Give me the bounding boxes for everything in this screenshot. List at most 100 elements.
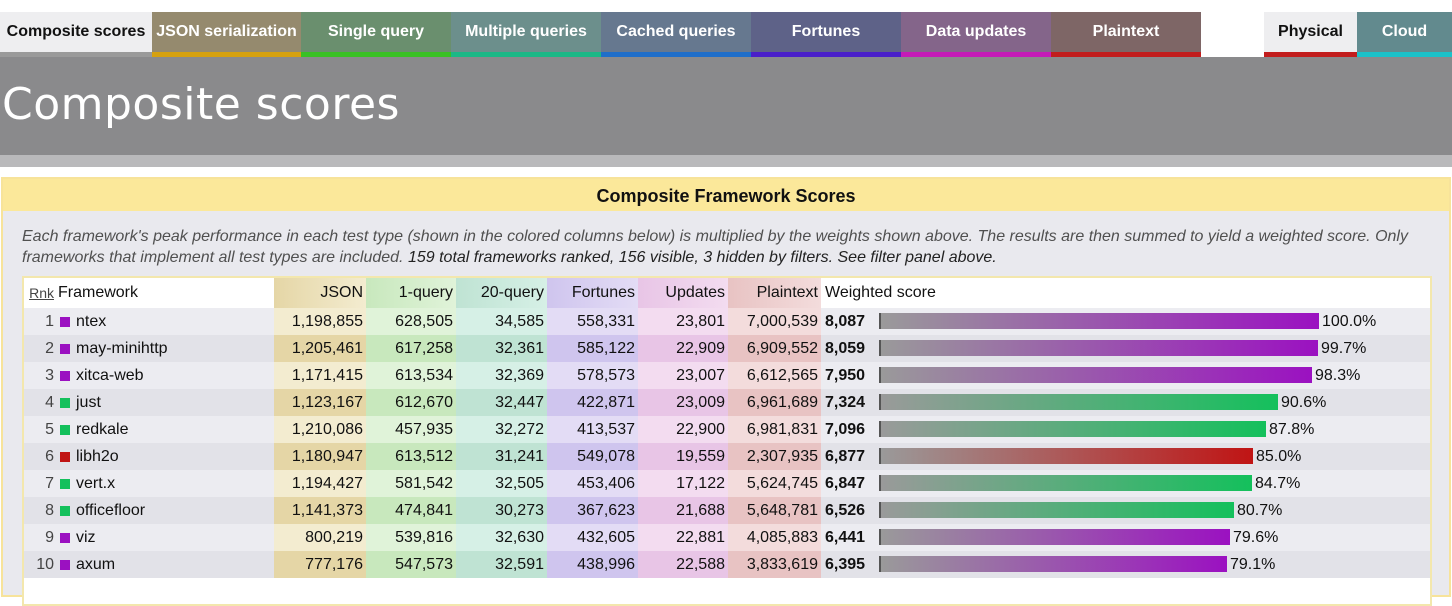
tab-fortunes[interactable]: Fortunes (751, 12, 901, 57)
framework-cell[interactable]: may-minihttp (58, 335, 274, 362)
updates-column-header[interactable]: Updates (638, 278, 728, 308)
rank-cell: 10 (36, 555, 54, 573)
json-cell: 1,123,167 (274, 389, 366, 416)
score-percentage: 98.3% (1315, 366, 1361, 384)
single-query-cell: 539,816 (366, 524, 456, 551)
single-query-cell: 474,841 (366, 497, 456, 524)
single-query-cell: 628,505 (366, 308, 456, 335)
rank-cell: 6 (45, 447, 54, 465)
classification-swatch (60, 478, 70, 489)
single-query-cell: 457,935 (366, 416, 456, 443)
json-cell: 777,176 (274, 551, 366, 578)
framework-name[interactable]: vert.x (76, 474, 116, 492)
framework-cell[interactable]: libh2o (58, 443, 274, 470)
framework-cell[interactable]: xitca-web (58, 362, 274, 389)
framework-name[interactable]: ntex (76, 312, 107, 330)
tab-multiple-queries[interactable]: Multiple queries (451, 12, 601, 57)
updates-cell: 17,122 (638, 470, 728, 497)
score-percentage: 99.7% (1321, 339, 1367, 357)
single-query-column-header[interactable]: 1-query (366, 278, 456, 308)
fortunes-cell: 585,122 (547, 335, 638, 362)
tab-cached-queries[interactable]: Cached queries (601, 12, 751, 57)
framework-name[interactable]: officefloor (76, 501, 146, 519)
rank-column-header[interactable]: Rnk (29, 285, 54, 301)
framework-name[interactable]: may-minihttp (76, 339, 168, 357)
plaintext-cell: 7,000,539 (728, 308, 821, 335)
multiple-query-cell: 32,591 (456, 551, 547, 578)
framework-name[interactable]: axum (76, 555, 116, 573)
weighted-score-value: 6,441 (825, 528, 866, 546)
weighted-score-value: 7,950 (825, 366, 866, 384)
tab-plaintext[interactable]: Plaintext (1051, 12, 1201, 57)
score-bar (879, 340, 1318, 356)
plaintext-cell: 2,307,935 (728, 443, 821, 470)
table-row: 1 ntex 1,198,855 628,505 34,585 558,331 23,801… (24, 308, 1430, 335)
framework-name[interactable]: libh2o (76, 447, 119, 465)
table-row: 3 xitca-web 1,171,415 613,534 32,369 578,573 2… (24, 362, 1430, 389)
framework-column-header[interactable]: Framework (58, 284, 139, 301)
tab-physical[interactable]: Physical (1264, 12, 1357, 57)
updates-cell: 22,900 (638, 416, 728, 443)
page-header: Composite scores (0, 57, 1452, 155)
plaintext-column-header[interactable]: Plaintext (728, 278, 821, 308)
fortunes-column-header[interactable]: Fortunes (547, 278, 638, 308)
rank-cell: 4 (45, 393, 54, 411)
table-row: 4 just 1,123,167 612,670 32,447 422,871 23,009… (24, 389, 1430, 416)
weighted-score-cell: 6,877 85.0% (821, 443, 1430, 470)
classification-swatch (60, 559, 70, 570)
framework-cell[interactable]: ntex (58, 308, 274, 335)
multiple-query-column-header[interactable]: 20-query (456, 278, 547, 308)
fortunes-cell: 413,537 (547, 416, 638, 443)
multiple-query-cell: 34,585 (456, 308, 547, 335)
classification-swatch (60, 424, 70, 435)
table-row: 9 viz 800,219 539,816 32,630 432,605 22,881 4,0… (24, 524, 1430, 551)
score-bar (879, 502, 1234, 518)
single-query-cell: 581,542 (366, 470, 456, 497)
score-bar (879, 448, 1253, 464)
rank-cell: 3 (45, 366, 54, 384)
framework-cell[interactable]: vert.x (58, 470, 274, 497)
weighted-score-column-header[interactable]: Weighted score (825, 284, 936, 301)
score-percentage: 80.7% (1237, 501, 1283, 519)
page-title: Composite scores (2, 79, 400, 130)
json-cell: 1,198,855 (274, 308, 366, 335)
table-row: 5 redkale 1,210,086 457,935 32,272 413,537 22,… (24, 416, 1430, 443)
framework-cell[interactable]: just (58, 389, 274, 416)
fortunes-cell: 438,996 (547, 551, 638, 578)
json-column-header[interactable]: JSON (274, 278, 366, 308)
composite-scores-panel: Composite Framework Scores Each framewor… (1, 177, 1451, 606)
framework-name[interactable]: just (76, 393, 101, 411)
tab-data-updates[interactable]: Data updates (901, 12, 1051, 57)
tab-json-serialization[interactable]: JSON serialization (152, 12, 301, 57)
framework-cell[interactable]: axum (58, 551, 274, 578)
tab-single-query[interactable]: Single query (301, 12, 451, 57)
framework-cell[interactable]: redkale (58, 416, 274, 443)
tab-composite-scores[interactable]: Composite scores (0, 12, 152, 57)
updates-cell: 22,881 (638, 524, 728, 551)
rank-cell: 2 (45, 339, 54, 357)
tab-cloud[interactable]: Cloud (1357, 12, 1452, 57)
panel-description: Each framework's peak performance in eac… (22, 226, 1422, 268)
plaintext-cell: 5,624,745 (728, 470, 821, 497)
fortunes-cell: 422,871 (547, 389, 638, 416)
framework-name[interactable]: viz (76, 528, 96, 546)
framework-cell[interactable]: officefloor (58, 497, 274, 524)
table-header-row: Rnk Framework JSON 1-query 20-query Fort… (24, 278, 1430, 308)
fortunes-cell: 432,605 (547, 524, 638, 551)
multiple-query-cell: 30,273 (456, 497, 547, 524)
fortunes-cell: 578,573 (547, 362, 638, 389)
framework-name[interactable]: redkale (76, 420, 129, 438)
json-cell: 1,205,461 (274, 335, 366, 362)
score-percentage: 100.0% (1322, 312, 1377, 330)
json-cell: 1,194,427 (274, 470, 366, 497)
framework-cell[interactable]: viz (58, 524, 274, 551)
rank-cell: 8 (45, 501, 54, 519)
rank-cell: 9 (45, 528, 54, 546)
framework-name[interactable]: xitca-web (76, 366, 144, 384)
weighted-score-cell: 7,950 98.3% (821, 362, 1430, 389)
weighted-score-cell: 7,324 90.6% (821, 389, 1430, 416)
score-percentage: 84.7% (1255, 474, 1301, 492)
weighted-score-value: 7,096 (825, 420, 866, 438)
plaintext-cell: 6,612,565 (728, 362, 821, 389)
score-bar (879, 421, 1266, 437)
